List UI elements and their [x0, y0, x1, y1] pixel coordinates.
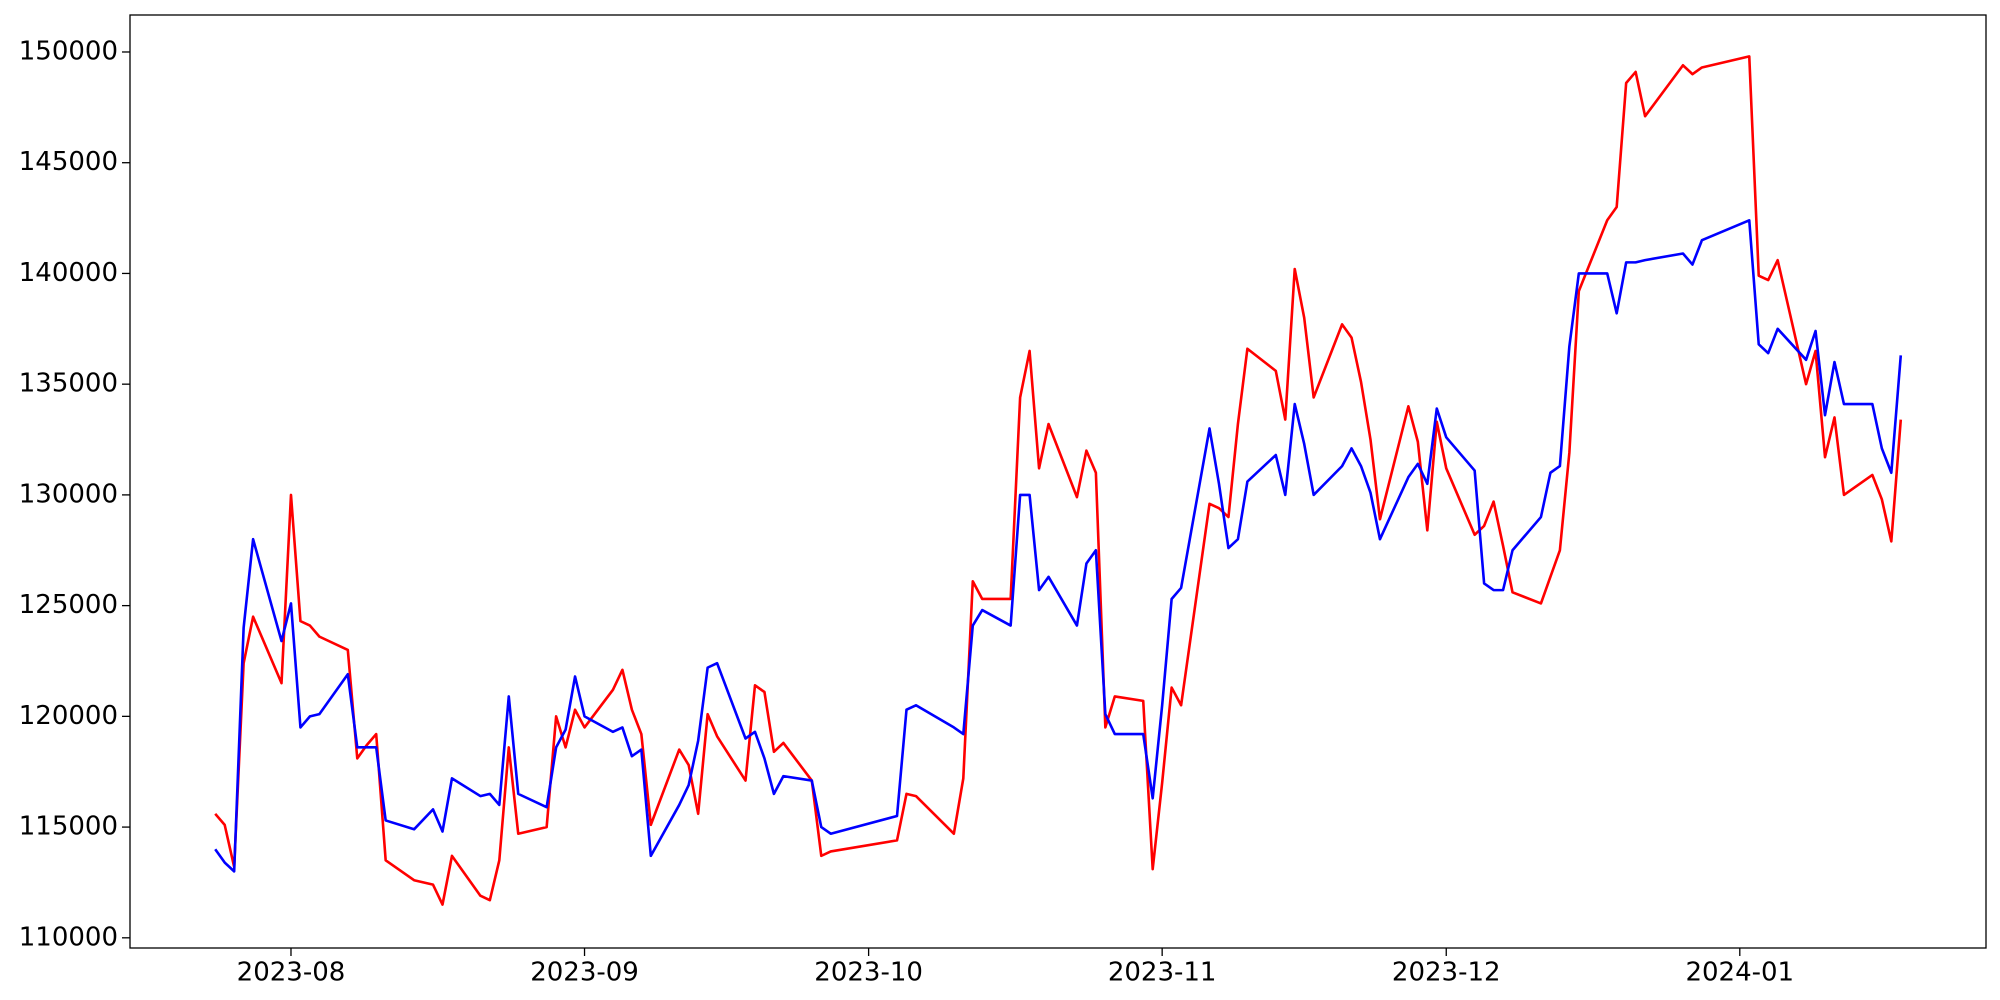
- x-tick-label: 2024-01: [1685, 958, 1794, 988]
- x-tick-label: 2023-10: [814, 958, 923, 988]
- y-tick-label: 150000: [19, 36, 118, 66]
- x-tick-label: 2023-08: [237, 958, 346, 988]
- x-tick-label: 2023-09: [530, 958, 639, 988]
- plot-frame: [129, 14, 1987, 949]
- x-tick-label: 2023-12: [1392, 958, 1501, 988]
- y-tick-label: 110000: [19, 922, 118, 952]
- y-tick-label: 145000: [19, 147, 118, 177]
- y-tick-label: 130000: [19, 479, 118, 509]
- y-tick-label: 140000: [19, 258, 118, 288]
- series-line: [214, 218, 1903, 873]
- x-tick-label: 2023-11: [1108, 958, 1217, 988]
- series-line: [214, 55, 1903, 906]
- y-tick-label: 135000: [19, 369, 118, 399]
- y-tick-label: 115000: [19, 812, 118, 842]
- y-tick-label: 125000: [19, 590, 118, 620]
- y-tick-label: 120000: [19, 701, 118, 731]
